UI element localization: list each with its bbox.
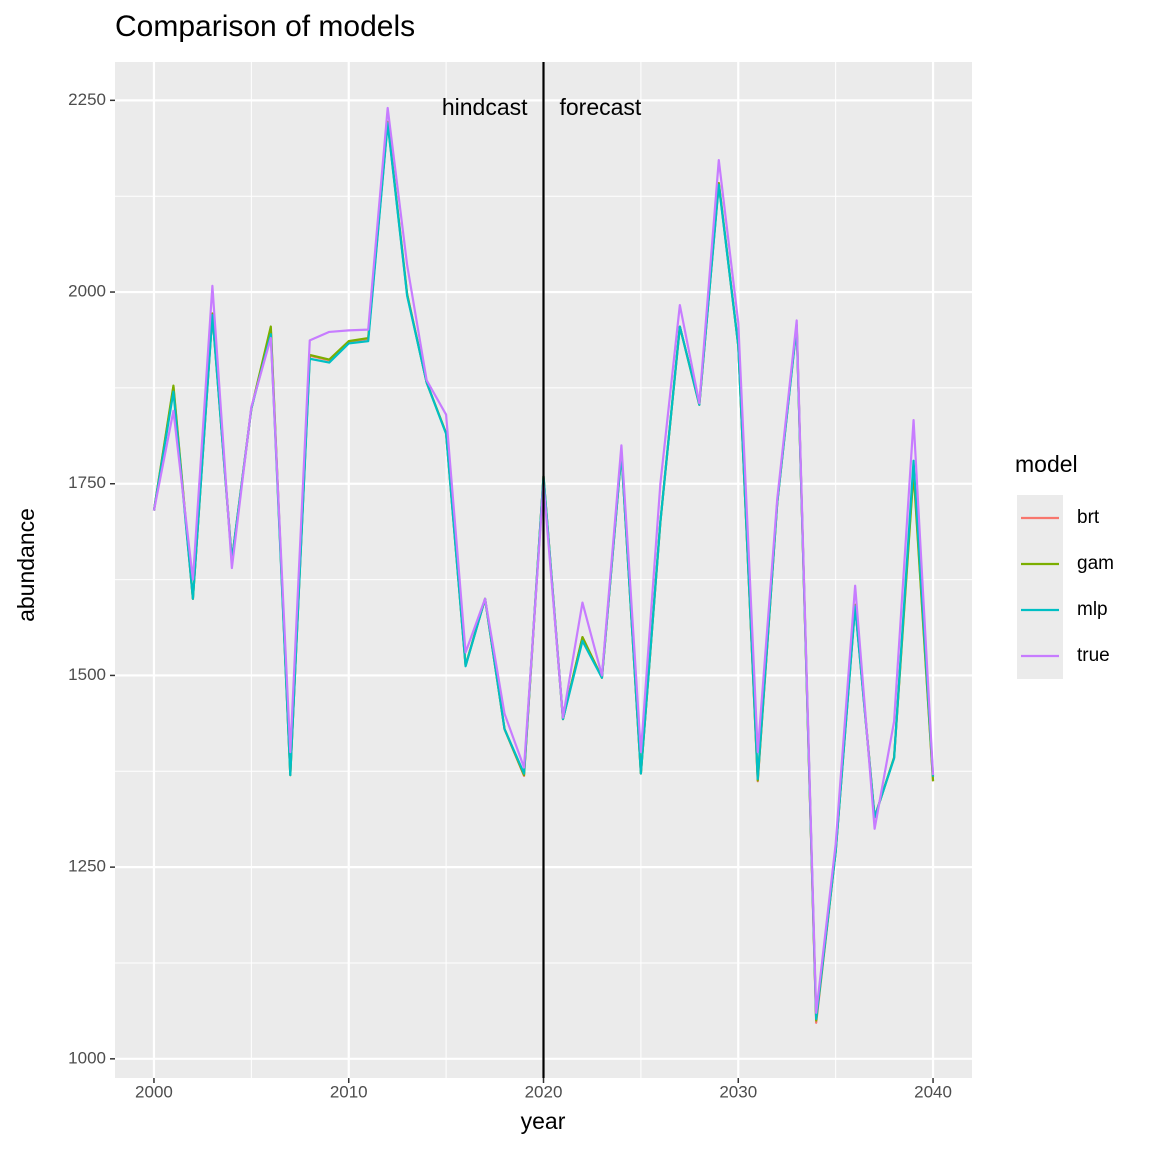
legend-label: mlp bbox=[1077, 599, 1108, 620]
legend-title: model bbox=[1015, 451, 1078, 477]
legend-label: true bbox=[1077, 645, 1110, 666]
y-axis-title: abundance bbox=[13, 508, 39, 622]
y-tick-label: 1500 bbox=[68, 665, 106, 684]
chart-title: Comparison of models bbox=[115, 10, 415, 43]
y-tick-label: 1750 bbox=[68, 473, 106, 492]
legend-label: gam bbox=[1077, 553, 1114, 574]
y-tick-label: 2000 bbox=[68, 282, 106, 301]
x-tick-label: 2020 bbox=[525, 1082, 563, 1101]
annotation: forecast bbox=[560, 94, 642, 120]
x-tick-label: 2040 bbox=[914, 1082, 952, 1101]
y-tick-label: 1000 bbox=[68, 1048, 106, 1067]
x-axis-title: year bbox=[521, 1108, 566, 1134]
x-tick-label: 2010 bbox=[330, 1082, 368, 1101]
y-tick-label: 1250 bbox=[68, 857, 106, 876]
x-tick-label: 2030 bbox=[719, 1082, 757, 1101]
y-tick-label: 2250 bbox=[68, 90, 106, 109]
x-tick-label: 2000 bbox=[135, 1082, 173, 1101]
annotation: hindcast bbox=[442, 94, 528, 120]
legend-label: brt bbox=[1077, 507, 1100, 528]
